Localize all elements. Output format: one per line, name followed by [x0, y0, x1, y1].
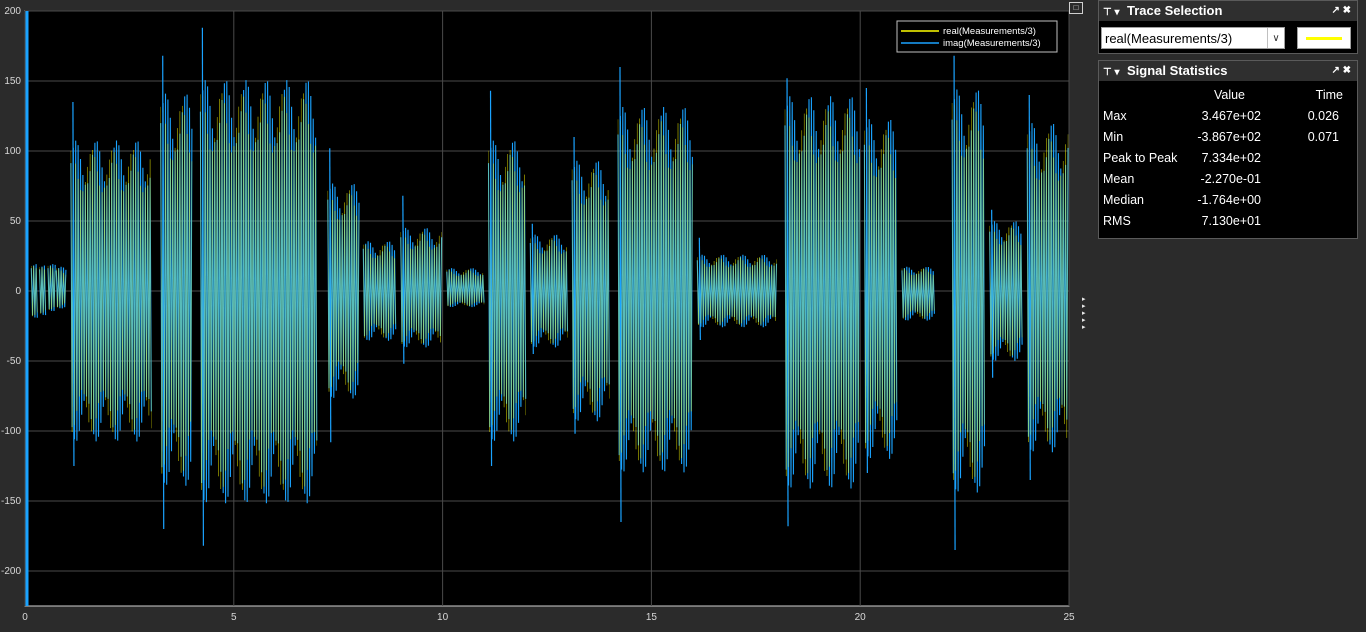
- statistics-row-median: Median -1.764e+00: [1099, 190, 1357, 211]
- signal-statistics-title: Signal Statistics: [1127, 63, 1228, 78]
- real-trace-segment: [571, 168, 610, 414]
- stat-time: 0.026: [1307, 109, 1339, 123]
- panel-close-icon[interactable]: ↗ ✖: [1331, 65, 1351, 76]
- real-trace-segment: [31, 265, 38, 317]
- y-tick-label: -50: [7, 356, 22, 367]
- statistics-row-min: Min -3.867e+02 0.071: [1099, 127, 1357, 148]
- statistics-row-rms: RMS 7.130e+01: [1099, 211, 1357, 232]
- x-tick-label: 10: [437, 612, 449, 623]
- real-trace-segment: [864, 129, 898, 449]
- trace-selection-panel: ⊤ ▾ Trace Selection ↗ ✖ real(Measurements…: [1098, 0, 1358, 54]
- legend-label: imag(Measurements/3): [943, 38, 1041, 49]
- real-trace-segment: [70, 149, 152, 433]
- y-tick-label: 100: [4, 146, 21, 157]
- spike-marker: [201, 27, 204, 546]
- trace-color-line: [1306, 37, 1342, 40]
- column-header-time: Time: [1315, 88, 1343, 102]
- x-tick-label: 20: [855, 612, 867, 623]
- x-tick-label: 5: [231, 612, 237, 623]
- trace-dropdown[interactable]: real(Measurements/3) ∨: [1101, 27, 1285, 49]
- real-trace-segment: [400, 231, 442, 344]
- x-tick-label: 15: [646, 612, 658, 623]
- y-tick-label: 0: [15, 286, 21, 297]
- y-tick-label: 50: [10, 216, 22, 227]
- scope-display: 0 5 10 15 20 25 200 150 100 50 0 -50 -100 -150 -200 rea…: [0, 2, 1086, 623]
- panel-pin-icon[interactable]: ⊤ ▾: [1103, 67, 1120, 78]
- real-trace-segment: [697, 256, 777, 326]
- stat-value: -3.867e+02: [1197, 130, 1261, 144]
- real-trace-segment: [200, 93, 318, 490]
- legend-box: [896, 20, 1058, 53]
- y-tick-label: -100: [1, 426, 21, 437]
- spike-marker: [402, 195, 405, 364]
- statistics-row-mean: Mean -2.270e-01: [1099, 169, 1357, 190]
- collapse-arrows-icon[interactable]: ▸ ▸ ▸ ▸ ▸: [1082, 296, 1086, 331]
- real-trace-segment: [488, 149, 526, 433]
- stat-name: Min: [1103, 130, 1124, 144]
- stat-name: Median: [1103, 193, 1144, 207]
- real-trace-segment: [989, 225, 1023, 357]
- spike-marker: [953, 55, 956, 551]
- trace-selection-title: Trace Selection: [1127, 3, 1223, 18]
- stat-name: Max: [1103, 109, 1127, 123]
- spike-marker: [162, 55, 165, 530]
- chevron-down-icon[interactable]: ∨: [1267, 28, 1284, 48]
- stat-value: -2.270e-01: [1200, 172, 1261, 186]
- spike-marker: [698, 237, 701, 341]
- undock-icon[interactable]: □: [1069, 2, 1083, 14]
- statistics-header-row: Value Time: [1099, 85, 1357, 106]
- stat-name: Peak to Peak: [1103, 151, 1178, 165]
- spike-marker: [786, 78, 789, 527]
- real-trace-segment: [530, 238, 568, 344]
- real-trace-segment: [617, 118, 693, 462]
- real-trace-segment: [39, 267, 46, 314]
- y-tick-label: 200: [4, 6, 21, 17]
- real-trace-segment: [784, 108, 860, 477]
- spike-marker: [329, 148, 332, 443]
- stat-name: RMS: [1103, 214, 1131, 228]
- real-trace-segment: [951, 102, 985, 480]
- y-tick-label: -150: [1, 496, 21, 507]
- real-trace-segment: [363, 244, 396, 338]
- panel-close-icon[interactable]: ↗ ✖: [1331, 5, 1351, 16]
- spike-marker: [991, 209, 994, 378]
- statistics-row-max: Max 3.467e+02 0.026: [1099, 106, 1357, 127]
- stat-name: Mean: [1103, 172, 1135, 186]
- real-trace-segment: [1026, 133, 1069, 443]
- column-header-value: Value: [1213, 88, 1245, 102]
- real-trace-segment: [47, 265, 56, 310]
- real-trace-segment: [446, 269, 485, 307]
- spike-marker: [489, 90, 493, 467]
- statistics-table: Value Time Max 3.467e+02 0.026 Min -3.86…: [1099, 85, 1357, 232]
- spike-marker: [72, 101, 75, 467]
- spike-marker: [531, 223, 534, 355]
- spike-marker: [573, 136, 576, 434]
- real-trace-segment: [56, 268, 67, 308]
- trace-selection-header: ⊤ ▾ Trace Selection ↗ ✖: [1099, 1, 1357, 21]
- trace-dropdown-value: real(Measurements/3): [1105, 31, 1233, 46]
- stat-time: 0.071: [1307, 130, 1339, 144]
- real-trace-segment: [901, 268, 935, 319]
- trace-color-swatch[interactable]: [1297, 27, 1351, 49]
- signal-statistics-header: ⊤ ▾ Signal Statistics ↗ ✖: [1099, 61, 1357, 81]
- stat-value: 7.130e+01: [1201, 214, 1261, 228]
- stat-value: 7.334e+02: [1201, 151, 1261, 165]
- stat-value: -1.764e+00: [1197, 193, 1261, 207]
- x-tick-label: 25: [1063, 612, 1075, 623]
- x-tick-label: 0: [22, 612, 28, 623]
- y-tick-label: 150: [4, 76, 21, 87]
- real-trace-segment: [327, 190, 360, 392]
- spike-marker: [1028, 94, 1031, 481]
- spike-marker: [619, 66, 622, 523]
- legend-label: real(Measurements/3): [943, 26, 1036, 37]
- y-tick-label: -200: [1, 566, 21, 577]
- plot-canvas: 0 5 10 15 20 25 200 150 100 50 0 -50 -100 -150 -200 rea…: [1, 6, 1075, 623]
- spike-marker: [865, 87, 868, 474]
- stat-value: 3.467e+02: [1201, 109, 1261, 123]
- statistics-row-peak-to-peak: Peak to Peak 7.334e+02: [1099, 148, 1357, 169]
- real-trace-segment: [160, 105, 193, 474]
- signal-statistics-panel: ⊤ ▾ Signal Statistics ↗ ✖ Value Time Max …: [1098, 60, 1358, 239]
- panel-pin-icon[interactable]: ⊤ ▾: [1103, 7, 1120, 18]
